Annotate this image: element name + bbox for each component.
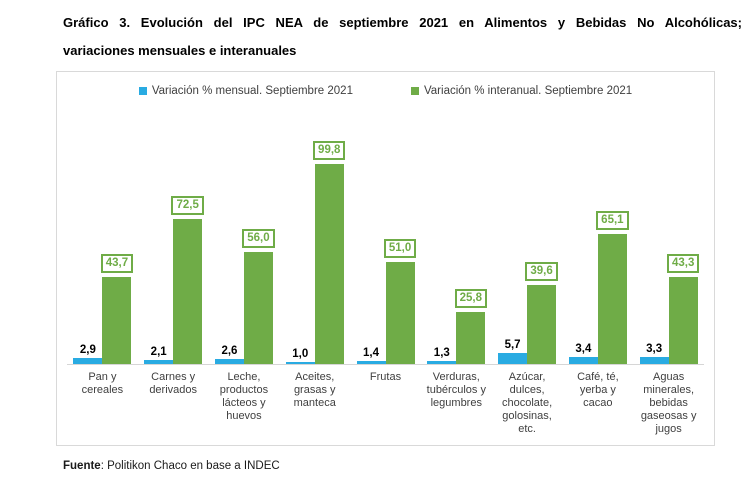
monthly-bar <box>427 361 457 364</box>
interanual-bar <box>173 219 203 364</box>
interanual-bar <box>527 284 557 364</box>
monthly-value-label: 3,3 <box>646 343 663 356</box>
legend-swatch-interanual-icon <box>410 87 419 95</box>
monthly-bar-column: 1,4 <box>356 347 386 364</box>
interanual-bar-column: 25,8 <box>454 289 487 364</box>
interanual-value-label: 65,1 <box>596 210 629 230</box>
monthly-bar-column: 2,9 <box>73 344 103 364</box>
monthly-value-label: 2,6 <box>221 344 238 357</box>
bar-group: 3,3 43,3 <box>633 130 704 364</box>
monthly-value-label: 1,3 <box>433 347 450 360</box>
interanual-value-label: 39,6 <box>525 261 558 281</box>
bar-group: 1,0 99,8 <box>279 130 350 364</box>
interanual-value-label: 72,5 <box>171 196 204 215</box>
monthly-bar <box>214 358 244 364</box>
interanual-bar <box>668 277 698 364</box>
interanual-bar-column: 56,0 <box>242 229 275 364</box>
monthly-bar <box>568 357 598 364</box>
legend-label-interanual: Variación % interanual. Septiembre 2021 <box>423 85 633 97</box>
category-label: Verduras, tubérculos y legumbres <box>426 371 486 409</box>
source-label: Fuente <box>63 460 101 472</box>
monthly-bar <box>498 352 528 364</box>
monthly-bar-column: 1,0 <box>285 348 315 364</box>
bar-group: 2,6 56,0 <box>209 130 280 364</box>
chart-title-line1: Gráfico 3. Evolución del IPC NEA de sept… <box>63 15 742 30</box>
legend-swatch-mensual-icon <box>138 87 147 95</box>
legend-item-interanual: Variación % interanual. Septiembre 2021 <box>410 85 633 97</box>
monthly-bar-column: 3,3 <box>639 343 669 364</box>
monthly-bar <box>285 362 315 364</box>
interanual-value-label: 43,3 <box>666 254 700 274</box>
bar-group: 3,4 65,1 <box>562 130 633 364</box>
interanual-bar <box>243 252 273 364</box>
interanual-bar-column: 99,8 <box>313 141 346 364</box>
interanual-bar <box>314 164 344 364</box>
interanual-value-label: 43,7 <box>100 253 134 273</box>
interanual-value-label: 51,0 <box>383 239 417 258</box>
interanual-bar-column: 43,7 <box>100 253 134 364</box>
category-label: Leche, productos lácteos y huevos <box>219 371 269 422</box>
x-axis-line <box>67 364 704 365</box>
chart-area: Variación % mensual. Septiembre 2021 Var… <box>56 71 715 446</box>
interanual-bar-column: 72,5 <box>171 196 204 364</box>
monthly-value-label: 2,1 <box>150 345 167 358</box>
interanual-bar <box>597 233 627 364</box>
legend-label-mensual: Variación % mensual. Septiembre 2021 <box>151 85 353 97</box>
monthly-bar-column: 5,7 <box>498 338 528 364</box>
chart-title-line2: variaciones mensuales e interanuales <box>63 43 297 58</box>
interanual-bar-column: 43,3 <box>666 254 700 364</box>
category-label: Frutas <box>369 371 402 383</box>
monthly-bar-column: 2,1 <box>144 345 174 364</box>
monthly-value-label: 1,4 <box>363 347 380 360</box>
source-text: : Politikon Chaco en base a INDEC <box>100 460 280 472</box>
bar-group: 2,9 43,7 <box>67 130 138 364</box>
monthly-bar <box>73 358 103 364</box>
monthly-bar-column: 3,4 <box>568 343 598 364</box>
category-label: Azúcar, dulces, chocolate, golosinas, et… <box>502 371 553 435</box>
monthly-bar <box>639 357 669 364</box>
x-axis-labels: Pan y cereales Carnes y derivados Leche, p… <box>67 371 704 436</box>
category-label: Aguas minerales, bebidas gaseosas y jugo… <box>640 371 697 435</box>
chart-title: Gráfico 3. Evolución del IPC NEA de sept… <box>63 9 742 65</box>
monthly-value-label: 2,9 <box>79 344 96 357</box>
bar-group: 2,1 72,5 <box>138 130 209 364</box>
interanual-bar <box>456 312 486 364</box>
interanual-bar <box>385 262 415 364</box>
interanual-value-label: 25,8 <box>454 289 487 309</box>
category-label: Pan y cereales <box>81 371 124 396</box>
interanual-bar-column: 39,6 <box>525 261 558 364</box>
monthly-value-label: 5,7 <box>504 338 521 351</box>
category-label: Carnes y derivados <box>149 371 198 396</box>
category-label: Café, té, yerba y cacao <box>577 371 619 409</box>
monthly-bar-column: 2,6 <box>214 344 244 364</box>
interanual-value-label: 56,0 <box>242 229 275 248</box>
bar-groups: 2,9 43,7 2,1 72,5 2,6 56,0 1,0 99,8 1,4 51,0 1,3 25… <box>67 130 704 364</box>
bar-group: 1,4 51,0 <box>350 130 421 364</box>
interanual-value-label: 99,8 <box>313 141 346 161</box>
monthly-value-label: 3,4 <box>575 343 592 356</box>
bar-group: 1,3 25,8 <box>421 130 492 364</box>
legend-item-mensual: Variación % mensual. Septiembre 2021 <box>138 85 353 97</box>
monthly-bar <box>356 361 386 364</box>
category-label: Aceites, grasas y manteca <box>293 371 336 409</box>
interanual-bar <box>102 276 132 364</box>
bar-group: 5,7 39,6 <box>492 130 563 364</box>
monthly-bar <box>144 359 174 364</box>
monthly-value-label: 1,0 <box>292 348 309 360</box>
source-note: Fuente: Politikon Chaco en base a INDEC <box>63 460 280 472</box>
monthly-bar-column: 1,3 <box>427 347 457 364</box>
interanual-bar-column: 65,1 <box>596 210 629 364</box>
interanual-bar-column: 51,0 <box>383 239 417 364</box>
legend: Variación % mensual. Septiembre 2021 Var… <box>57 85 714 97</box>
